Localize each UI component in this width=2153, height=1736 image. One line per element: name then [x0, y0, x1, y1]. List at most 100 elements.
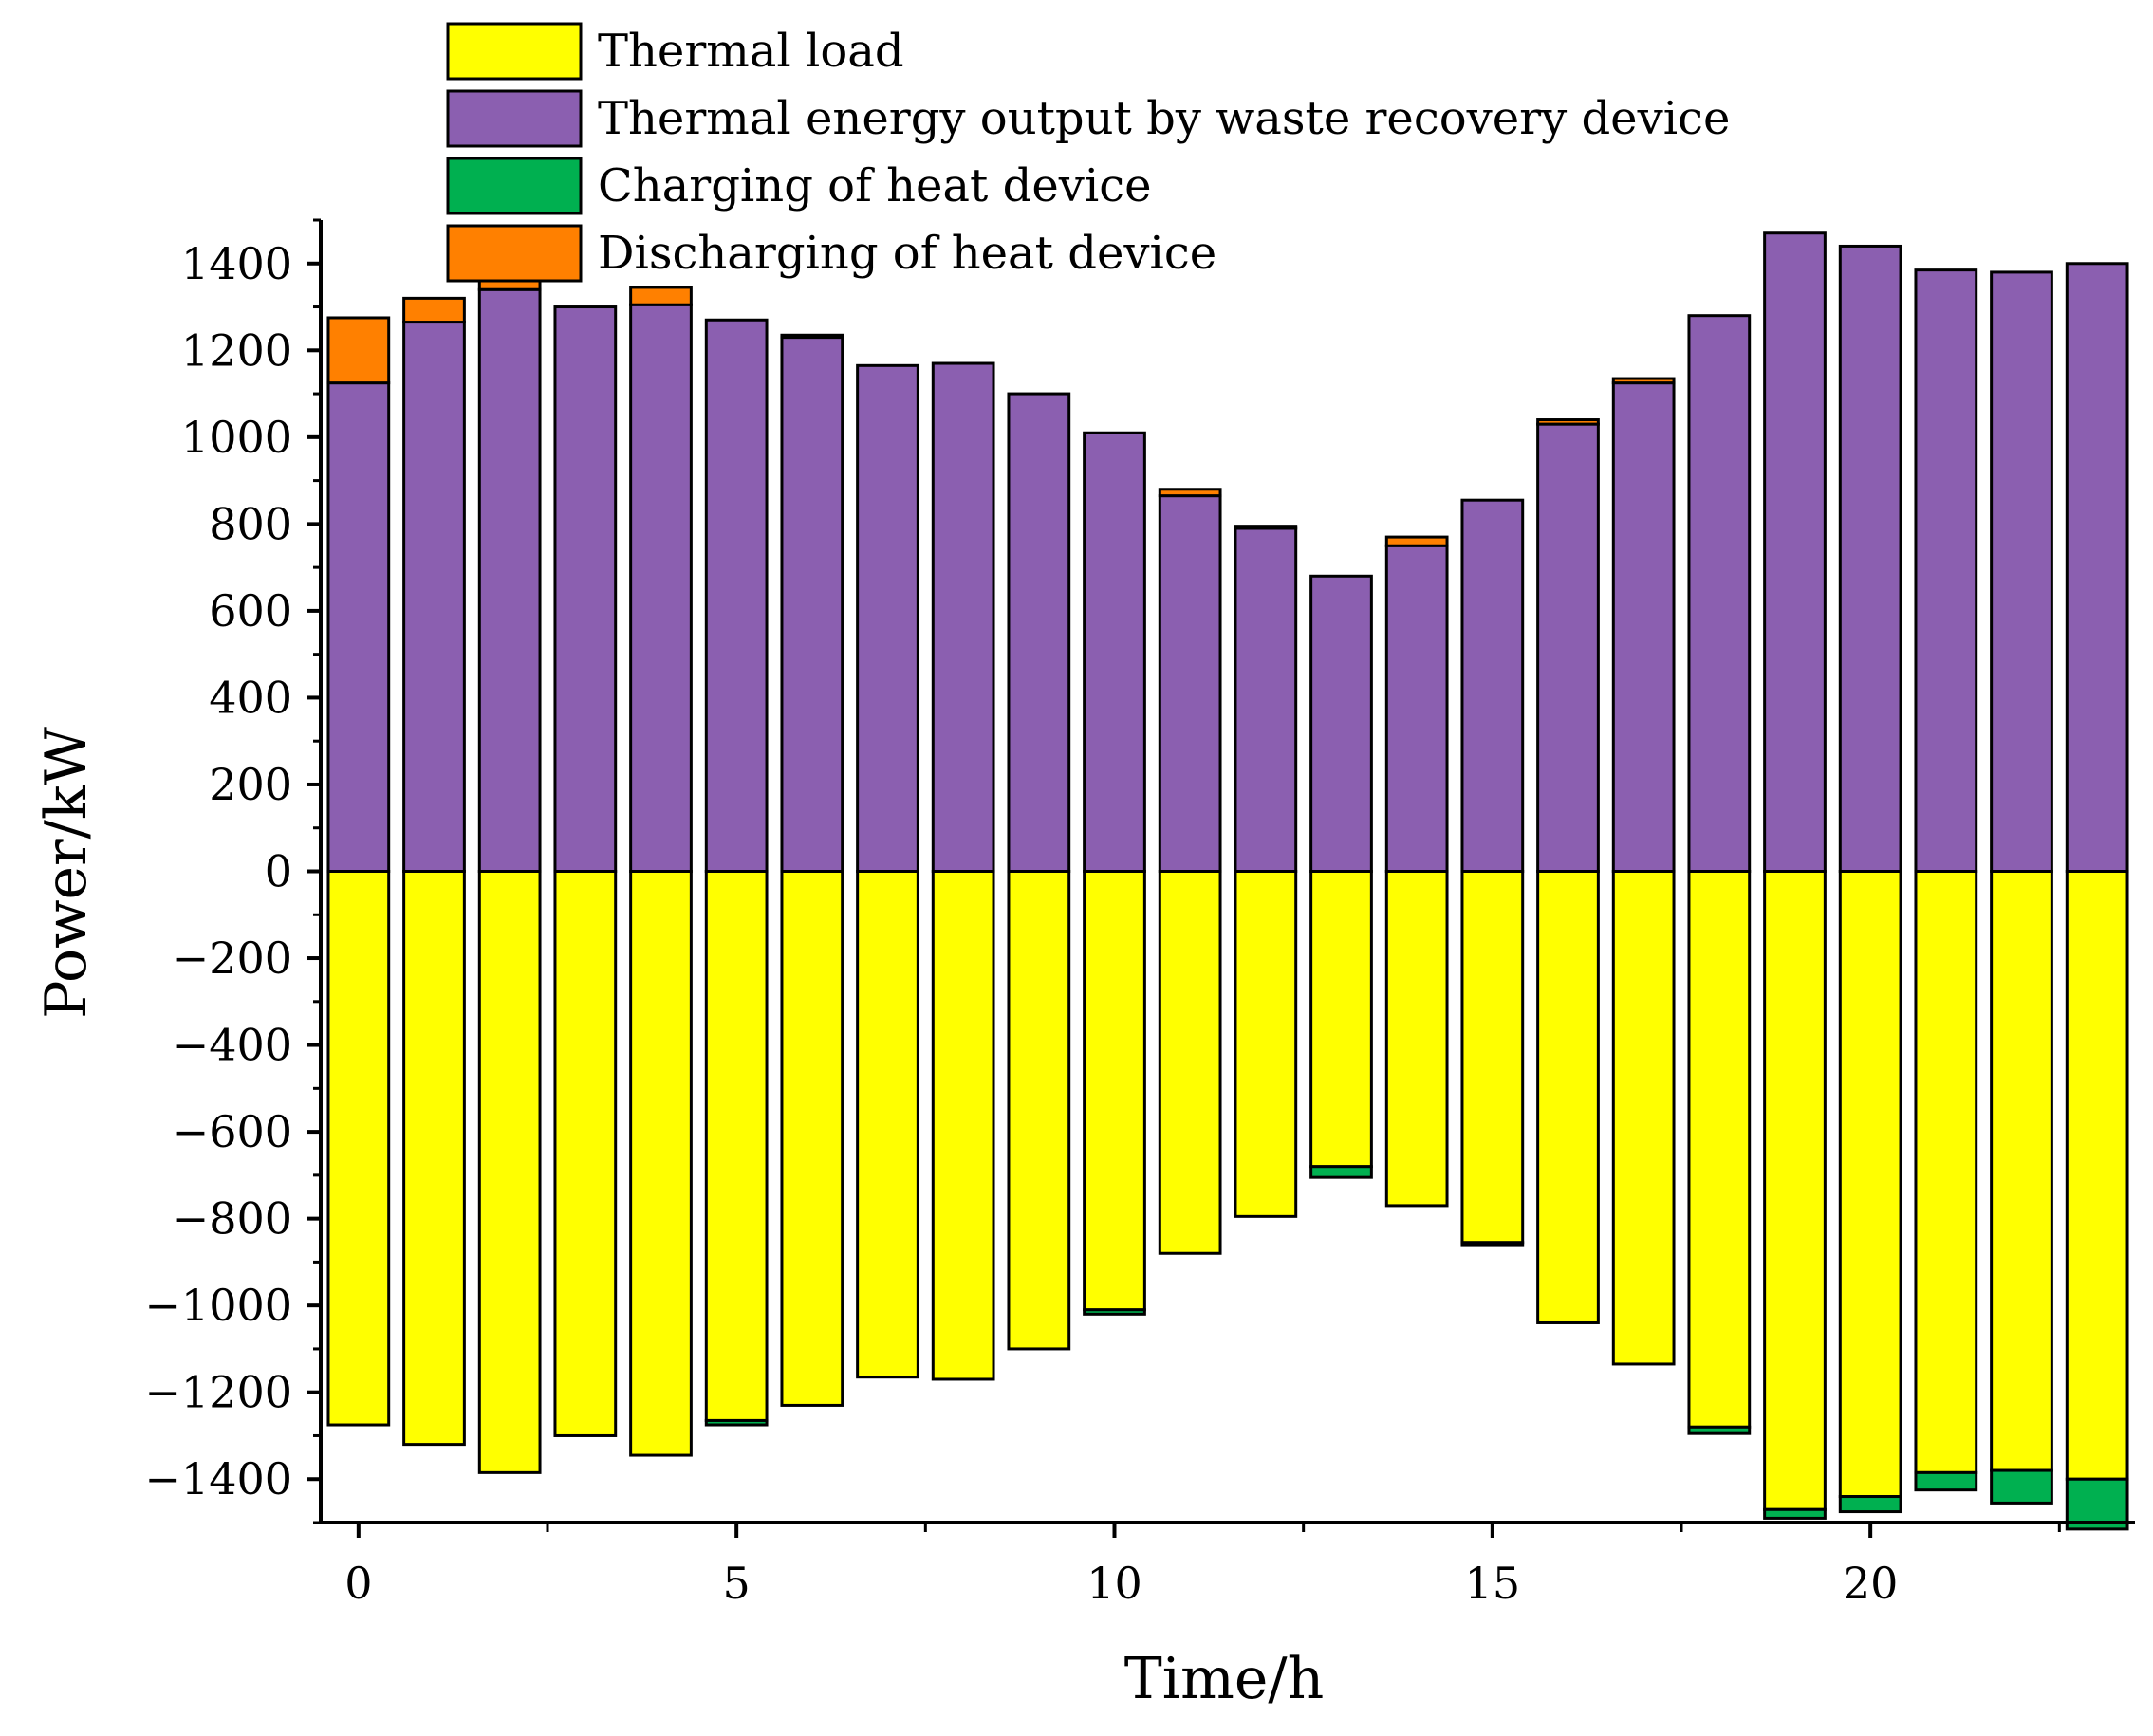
bar-17-series-0 [1611, 870, 1676, 1366]
bar-11-series-0 [1158, 870, 1222, 1255]
y-tick-label: 0 [265, 846, 292, 897]
bar-15-series-0 [1460, 870, 1525, 1245]
y-tick-label: 1200 [181, 324, 292, 376]
bar-8-series-1 [931, 361, 995, 873]
bar-0-series-3 [326, 316, 391, 385]
bar-18-series-1 [1687, 314, 1752, 874]
bar-4-series-1 [629, 303, 693, 873]
bar-16-series-3 [1536, 418, 1600, 426]
legend-label-1: Thermal energy output by waste recovery … [598, 92, 1730, 145]
y-tick-label: −1200 [144, 1367, 292, 1418]
y-tick-label: −400 [173, 1020, 292, 1071]
y-axis-title: Power/kW [33, 727, 100, 1019]
bar-10-series-0 [1083, 870, 1146, 1312]
bar-19-series-0 [1763, 870, 1827, 1511]
legend-label-0: Thermal load [598, 25, 904, 78]
x-tick-label: 5 [723, 1558, 751, 1609]
bar-20-series-1 [1838, 244, 1902, 873]
bar-15-series-1 [1460, 498, 1525, 873]
axes-layer: −1400−1200−1000−800−600−400−200020040060… [144, 218, 2135, 1609]
bar-18-series-2 [1687, 1425, 1752, 1435]
bar-2-series-0 [477, 870, 542, 1474]
y-tick-label: 400 [209, 672, 292, 723]
x-tick-label: 20 [1843, 1558, 1899, 1609]
y-tick-label: 1000 [181, 412, 292, 463]
bar-10-series-2 [1083, 1308, 1146, 1316]
y-tick-label: 800 [209, 498, 292, 549]
y-tick-label: −600 [173, 1106, 292, 1157]
bar-13-series-0 [1309, 870, 1373, 1169]
bar-3-series-1 [553, 305, 618, 873]
bar-7-series-1 [856, 363, 919, 873]
y-tick-label: −200 [173, 933, 292, 984]
x-tick-label: 15 [1465, 1558, 1521, 1609]
bar-14-series-1 [1384, 544, 1449, 873]
bar-19-series-2 [1763, 1507, 1827, 1520]
bar-22-series-1 [1990, 270, 2053, 874]
bar-15-series-2 [1460, 1241, 1525, 1247]
bar-14-series-3 [1384, 535, 1449, 547]
bar-13-series-1 [1309, 574, 1373, 874]
bar-19-series-1 [1763, 231, 1827, 874]
bar-6-series-0 [780, 870, 844, 1407]
legend-swatch-1 [446, 89, 583, 148]
bar-12-series-3 [1234, 525, 1298, 530]
bar-11-series-1 [1158, 494, 1222, 873]
legend-label-2: Charging of heat device [598, 159, 1151, 212]
bar-4-series-0 [629, 870, 693, 1457]
bar-20-series-2 [1838, 1495, 1902, 1514]
bar-18-series-0 [1687, 870, 1752, 1429]
bar-12-series-1 [1234, 526, 1298, 874]
bar-16-series-1 [1536, 422, 1600, 873]
bar-23-series-1 [2065, 262, 2129, 873]
y-tick-label: 600 [209, 585, 292, 637]
bar-10-series-1 [1083, 431, 1146, 873]
legend-swatch-2 [446, 157, 583, 215]
bars-layer [326, 231, 2129, 1531]
x-tick-label: 10 [1086, 1558, 1142, 1609]
bar-8-series-0 [931, 870, 995, 1381]
bar-6-series-1 [780, 336, 844, 873]
bar-21-series-2 [1914, 1470, 1978, 1492]
bar-3-series-0 [553, 870, 618, 1437]
bar-7-series-0 [856, 870, 919, 1379]
bar-5-series-1 [704, 318, 769, 874]
bar-14-series-0 [1384, 870, 1449, 1208]
legend-label-3: Discharging of heat device [598, 227, 1216, 280]
bar-1-series-3 [402, 296, 466, 324]
y-tick-label: −1400 [144, 1453, 292, 1505]
bar-13-series-2 [1309, 1165, 1373, 1179]
bar-4-series-3 [629, 286, 693, 306]
bar-22-series-2 [1990, 1468, 2053, 1505]
bar-22-series-0 [1990, 870, 2053, 1472]
y-tick-label: −1000 [144, 1280, 292, 1331]
bar-16-series-0 [1536, 870, 1600, 1324]
bar-5-series-2 [704, 1418, 769, 1427]
bar-11-series-3 [1158, 488, 1222, 498]
bar-9-series-0 [1007, 870, 1071, 1351]
bar-9-series-1 [1007, 392, 1071, 873]
bar-5-series-0 [704, 870, 769, 1422]
bar-0-series-0 [326, 870, 391, 1427]
bar-1-series-0 [402, 870, 466, 1447]
y-tick-label: 1400 [181, 238, 292, 289]
y-tick-label: 200 [209, 759, 292, 810]
bar-0-series-1 [326, 381, 391, 873]
bar-2-series-1 [477, 287, 542, 873]
legend: Thermal load Thermal energy output by was… [446, 22, 1730, 283]
y-tick-label: −800 [173, 1193, 292, 1245]
bar-17-series-3 [1611, 377, 1676, 385]
bar-17-series-1 [1611, 381, 1676, 873]
legend-swatch-0 [446, 22, 583, 81]
bar-1-series-1 [402, 321, 466, 873]
bar-23-series-0 [2065, 870, 2129, 1481]
x-tick-label: 0 [344, 1558, 372, 1609]
bar-20-series-0 [1838, 870, 1902, 1499]
bar-21-series-0 [1914, 870, 1978, 1474]
bar-21-series-1 [1914, 268, 1978, 873]
x-axis-title: Time/h [1124, 1646, 1324, 1712]
bar-12-series-0 [1234, 870, 1298, 1218]
legend-swatch-3 [446, 224, 583, 283]
bar-6-series-3 [780, 333, 844, 340]
